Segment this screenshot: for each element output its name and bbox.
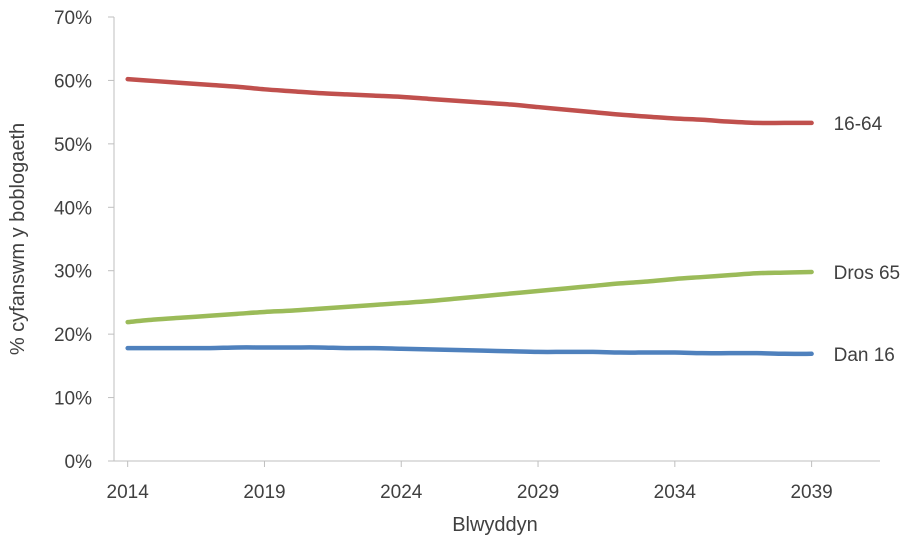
x-tick-label: 2024: [380, 482, 423, 503]
y-tick-label: 50%: [54, 135, 92, 156]
y-tick-label: 40%: [54, 198, 92, 219]
y-tick-label: 20%: [54, 325, 92, 346]
series-line-dros-65: [125, 269, 814, 325]
series-label-dan-16: Dan 16: [834, 345, 895, 366]
y-tick-label: 0%: [65, 452, 93, 473]
series-label-16-64: 16-64: [834, 114, 883, 135]
x-tick-label: 2034: [654, 482, 697, 503]
x-tick-label: 2019: [243, 482, 285, 503]
y-axis-title: % cyfanswm y boblogaeth: [7, 123, 29, 355]
y-axis: 0% 10% 20% 30% 40% 50% 60% 70%: [54, 8, 115, 473]
series-labels: 16-64 Dros 65 Dan 16: [834, 114, 901, 366]
series-line-dan-16: [125, 345, 814, 357]
y-tick-label: 60%: [54, 71, 92, 92]
x-tick-label: 2039: [790, 482, 832, 503]
y-tick-label: 10%: [54, 389, 92, 410]
series-label-dros-65: Dros 65: [834, 263, 901, 284]
x-tick-label: 2029: [517, 482, 559, 503]
y-tick-label: 30%: [54, 262, 92, 283]
x-axis-title: Blwyddyn: [452, 514, 538, 536]
series-lines: [125, 76, 814, 357]
x-axis: 2014 2019 2024 2029 2034 2039: [107, 460, 880, 503]
series-line-16-64: [125, 76, 814, 126]
y-tick-label: 70%: [54, 8, 92, 29]
x-tick-label: 2014: [107, 482, 150, 503]
